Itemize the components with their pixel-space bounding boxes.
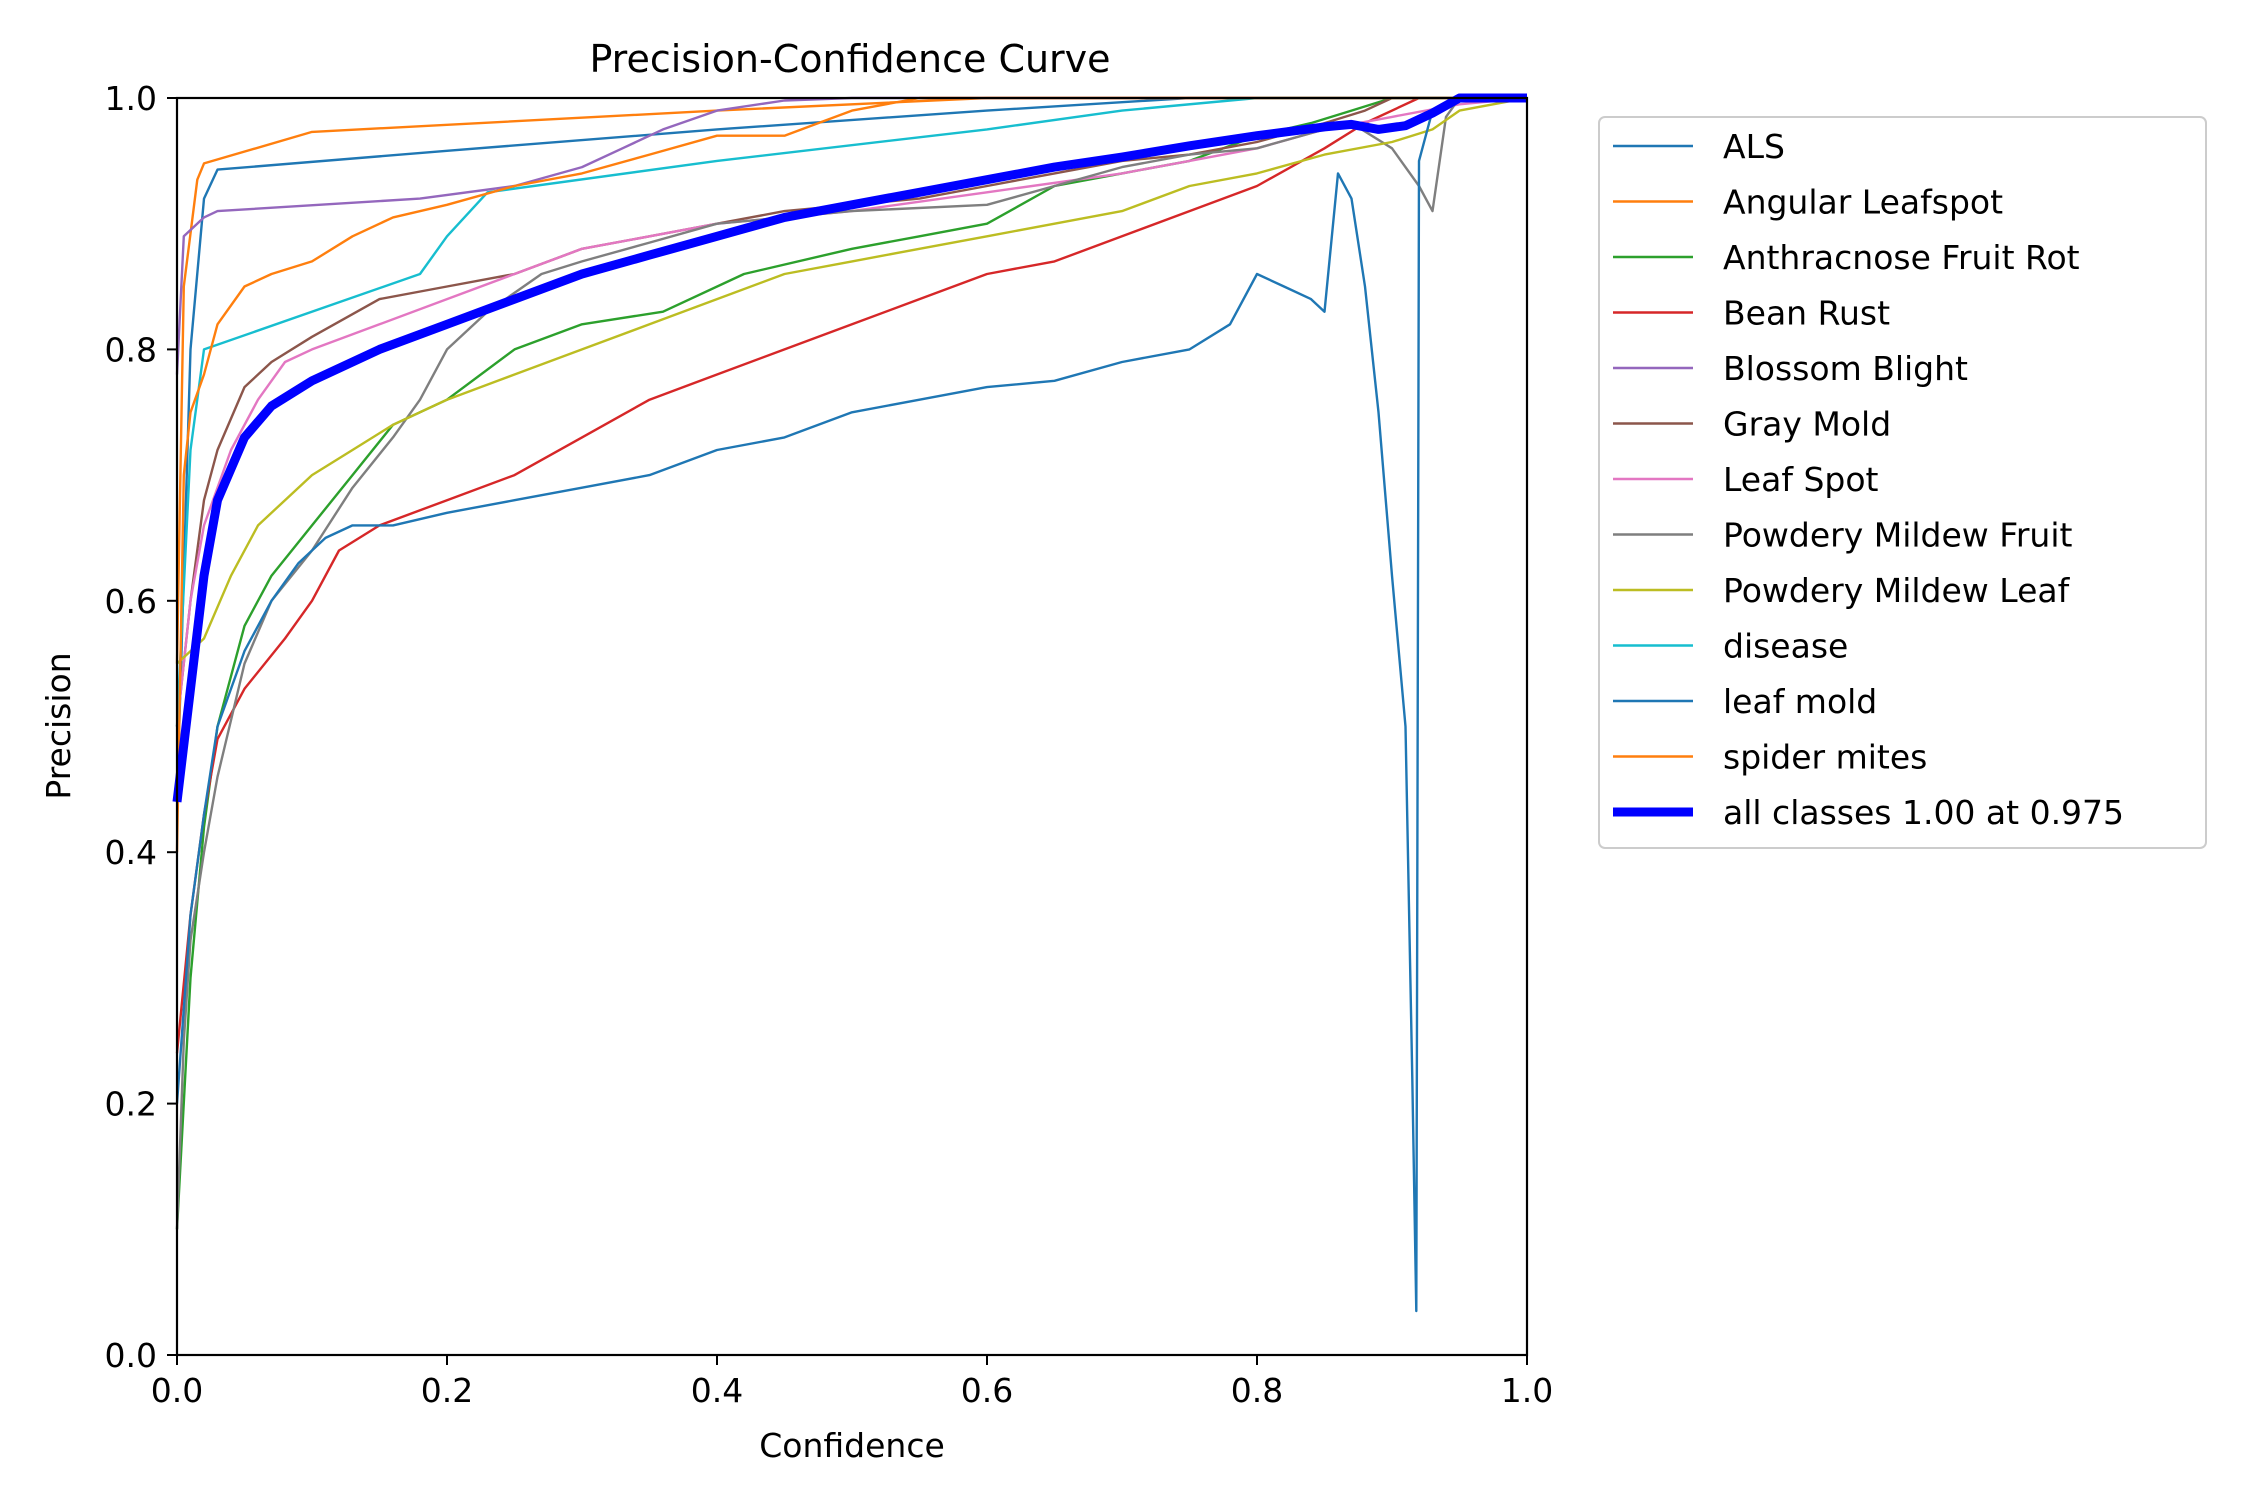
- y-axis-ticks: 0.0 0.2 0.4 0.6 0.8 1.0: [105, 79, 177, 1375]
- y-tick-label: 0.8: [105, 330, 157, 369]
- legend-label: Leaf Spot: [1723, 460, 1879, 499]
- series-line-3: [175, 96, 1527, 1054]
- legend-label: Anthracnose Fruit Rot: [1723, 238, 2080, 277]
- legend-label: leaf mold: [1723, 682, 1877, 721]
- legend-label: Bean Rust: [1723, 294, 1890, 333]
- chart-title: Precision-Confidence Curve: [589, 37, 1110, 81]
- y-axis-label: Precision: [39, 652, 78, 799]
- legend-label: Angular Leafspot: [1723, 183, 2003, 222]
- x-tick-label: 0.6: [961, 1371, 1013, 1410]
- series-line-10: [175, 96, 1527, 1313]
- legend-label: disease: [1723, 627, 1848, 666]
- x-tick-label: 0.4: [691, 1371, 743, 1410]
- series-line-12: [172, 93, 1527, 803]
- series-line-11: [175, 96, 1527, 853]
- series-line-7: [175, 96, 1527, 1230]
- legend: ALS Angular Leafspot Anthracnose Fruit Rot…: [1598, 116, 2207, 849]
- y-tick-label: 0.4: [105, 833, 157, 872]
- series-line-0: [175, 96, 1527, 802]
- series-line-8: [176, 96, 1528, 665]
- legend-items: ALS Angular Leafspot Anthracnose Fruit Rot…: [1613, 127, 2124, 832]
- x-tick-label: 1.0: [1501, 1371, 1553, 1410]
- legend-label: Powdery Mildew Leaf: [1723, 571, 2071, 610]
- legend-label: Blossom Blight: [1723, 349, 1968, 388]
- x-tick-label: 0.2: [421, 1371, 473, 1410]
- x-axis-label: Confidence: [759, 1426, 945, 1465]
- y-tick-label: 0.0: [105, 1336, 157, 1375]
- legend-label: all classes 1.00 at 0.975: [1723, 793, 2124, 832]
- legend-label: ALS: [1723, 127, 1785, 166]
- y-tick-label: 0.6: [105, 582, 157, 621]
- y-tick-label: 1.0: [105, 79, 157, 118]
- x-tick-label: 0.0: [151, 1371, 203, 1410]
- legend-label: Powdery Mildew Fruit: [1723, 516, 2073, 555]
- series-line-1: [175, 96, 1527, 664]
- legend-box: [1598, 116, 2207, 849]
- series-layer: [172, 93, 1528, 1313]
- x-axis-ticks: 0.0 0.2 0.4 0.6 0.8 1.0: [151, 1355, 1553, 1410]
- y-tick-label: 0.2: [105, 1085, 157, 1124]
- series-line-4: [175, 96, 1527, 375]
- legend-label: spider mites: [1723, 738, 1927, 777]
- legend-label: Gray Mold: [1723, 405, 1891, 444]
- x-tick-label: 0.8: [1231, 1371, 1283, 1410]
- plot-frame: [175, 96, 1529, 1357]
